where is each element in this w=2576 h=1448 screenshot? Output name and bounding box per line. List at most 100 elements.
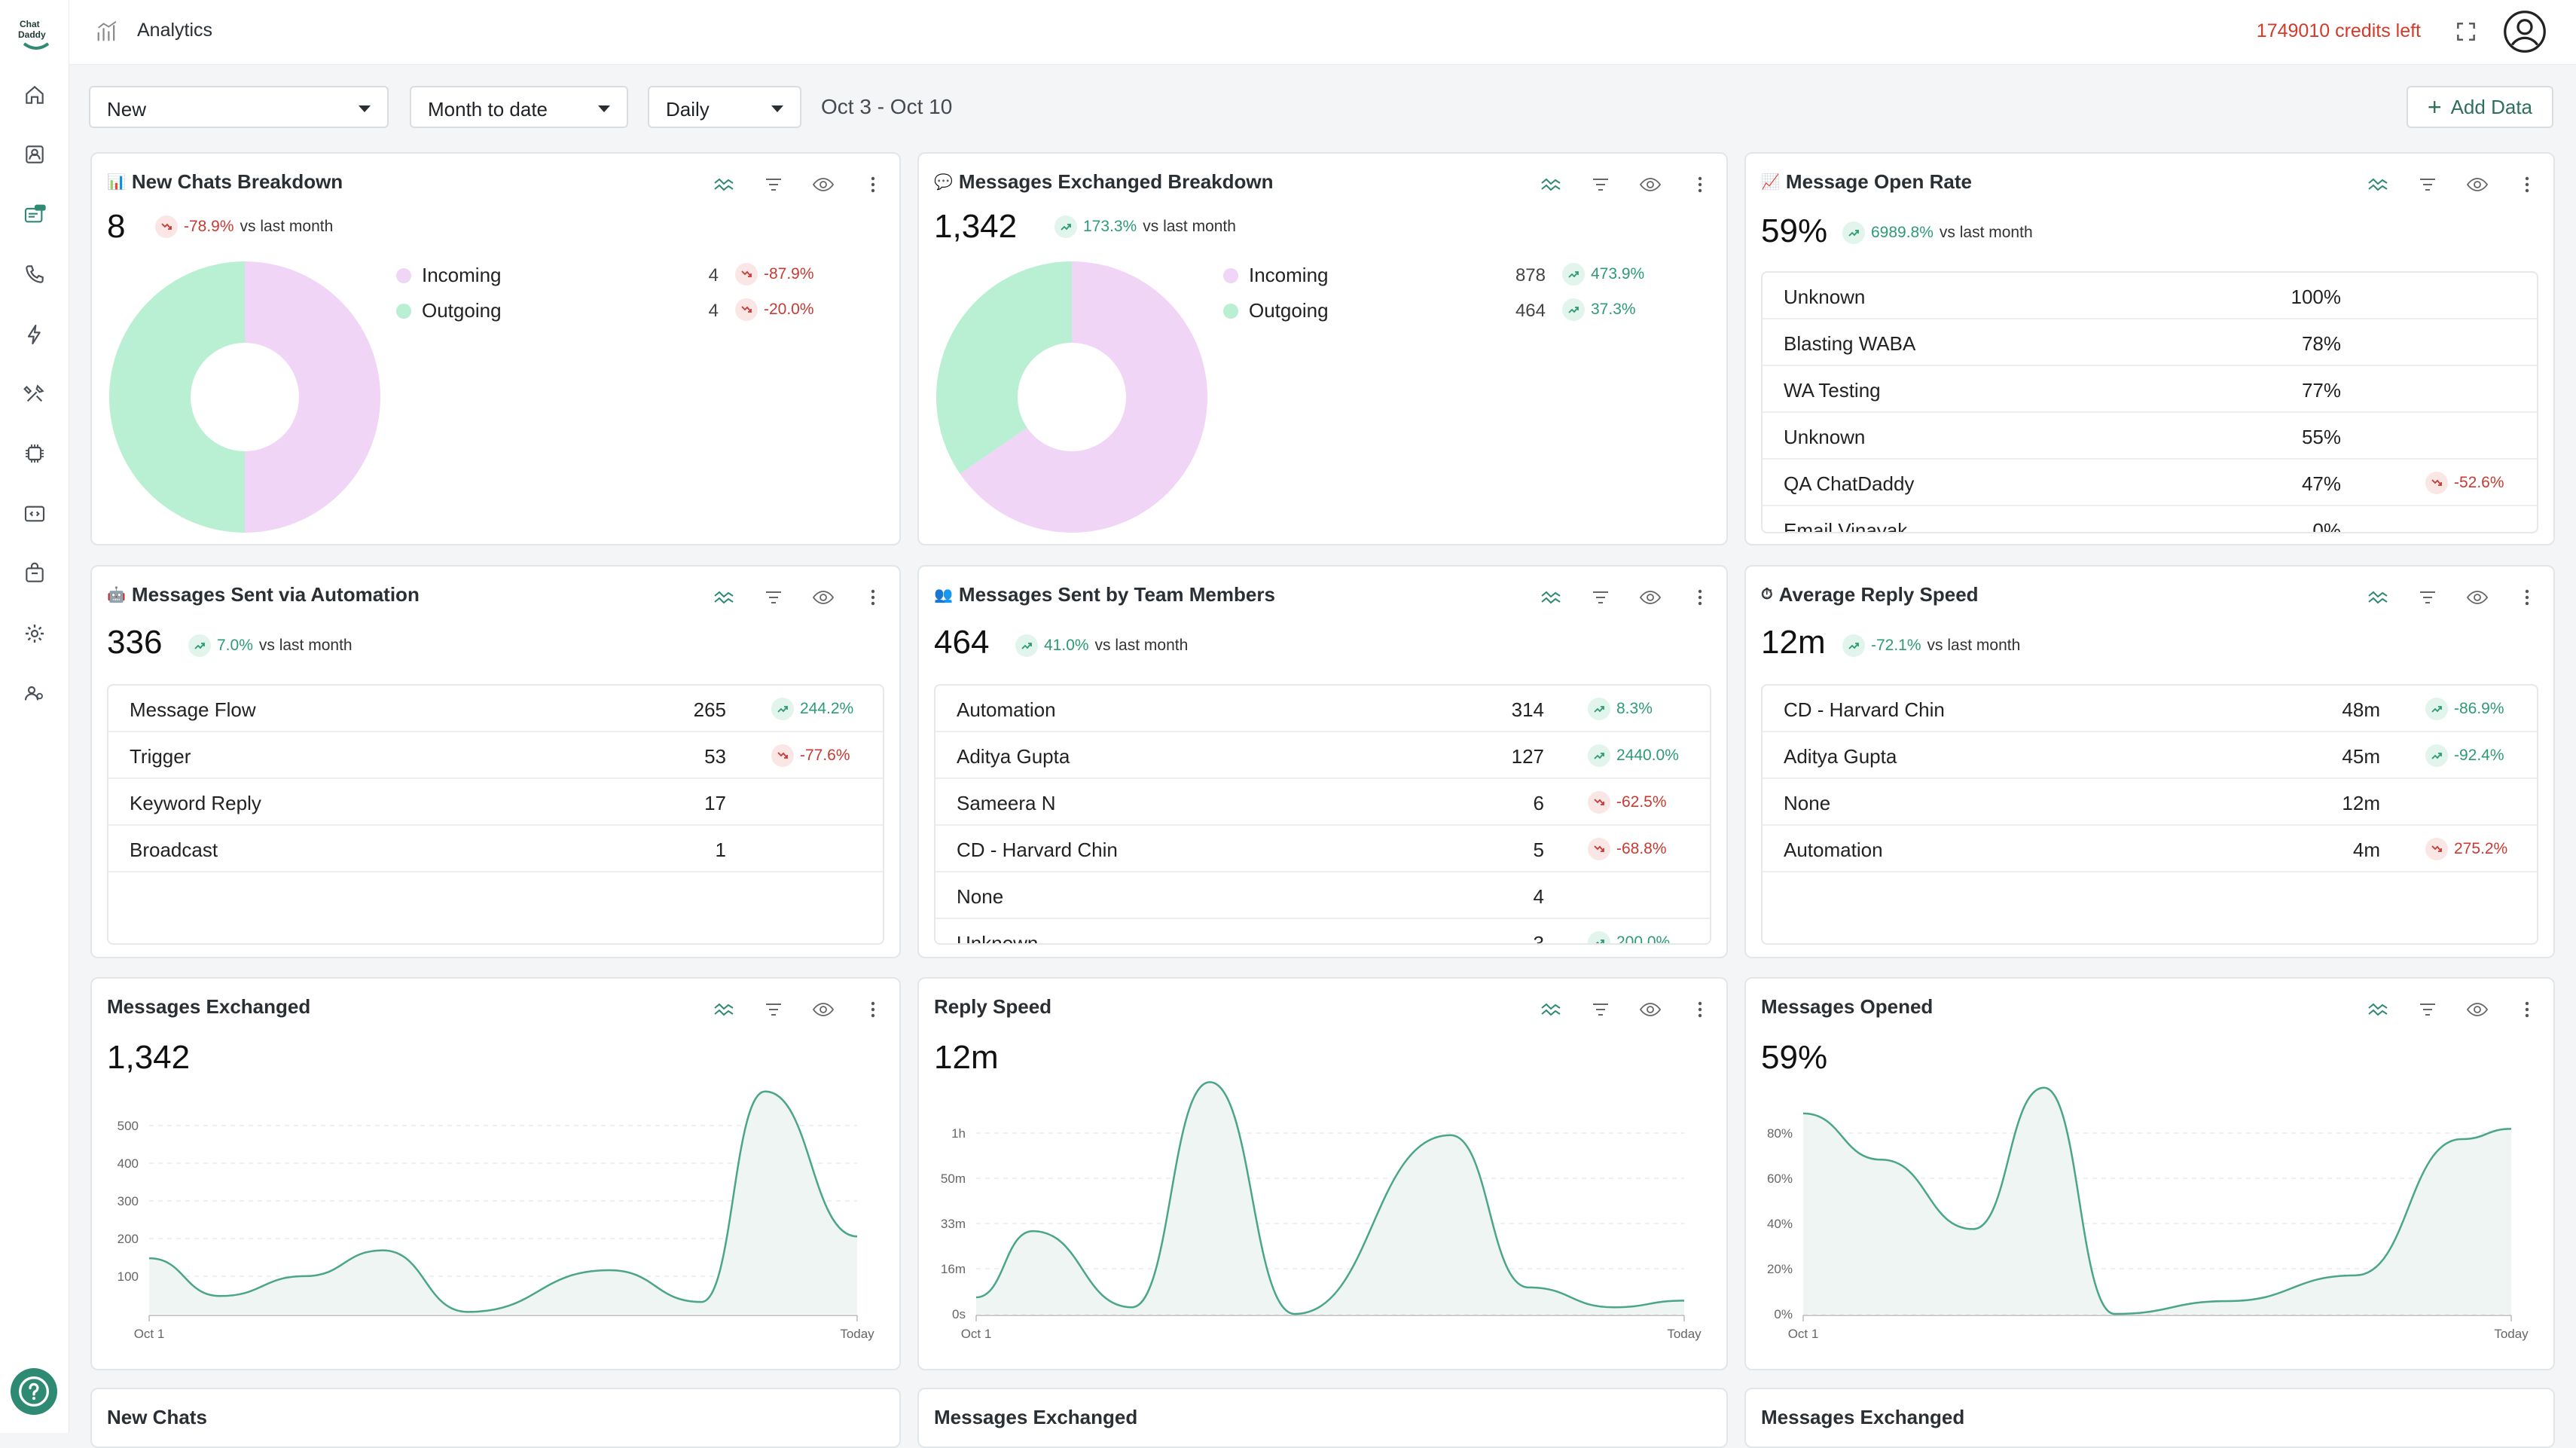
table-row[interactable]: Sameera N 6 -62.5% bbox=[935, 779, 1710, 826]
table-row[interactable]: CD - Harvard Chin 48m -86.9% bbox=[1763, 686, 2537, 732]
more-vertical-icon[interactable] bbox=[862, 998, 884, 1021]
more-vertical-icon[interactable] bbox=[1689, 998, 1711, 1021]
filter-icon[interactable] bbox=[2416, 173, 2439, 196]
filter-icon[interactable] bbox=[1589, 173, 1612, 196]
team-icon[interactable] bbox=[20, 678, 50, 708]
table-row[interactable]: Unknown 55% bbox=[1763, 413, 2537, 460]
inbox-icon[interactable] bbox=[20, 200, 50, 230]
eye-icon[interactable] bbox=[1639, 998, 1662, 1021]
trend-icon[interactable] bbox=[2367, 586, 2389, 609]
fullscreen-icon[interactable] bbox=[2454, 20, 2478, 47]
filter-icon[interactable] bbox=[2416, 998, 2439, 1021]
table-row[interactable]: Blasting WABA 78% bbox=[1763, 319, 2537, 366]
table-row[interactable]: Message Flow 265 244.2% bbox=[108, 686, 883, 732]
eye-icon[interactable] bbox=[2466, 173, 2489, 196]
period-select[interactable]: Month to date bbox=[410, 86, 628, 128]
filter-icon[interactable] bbox=[2416, 586, 2439, 609]
table-row[interactable]: Automation 4m 275.2% bbox=[1763, 826, 2537, 872]
filter-icon[interactable] bbox=[762, 586, 785, 609]
trend-icon[interactable] bbox=[713, 173, 735, 196]
tools-icon[interactable] bbox=[20, 379, 50, 409]
segment-select[interactable]: New bbox=[89, 86, 389, 128]
table-row[interactable]: Aditya Gupta 45m -92.4% bbox=[1763, 732, 2537, 779]
filter-icon[interactable] bbox=[1589, 998, 1612, 1021]
granularity-select[interactable]: Daily bbox=[648, 86, 801, 128]
table-row[interactable]: Automation 314 8.3% bbox=[935, 686, 1710, 732]
eye-icon[interactable] bbox=[812, 173, 835, 196]
row-value: 78% bbox=[2301, 332, 2341, 355]
trend-icon[interactable] bbox=[713, 586, 735, 609]
more-vertical-icon[interactable] bbox=[2516, 173, 2538, 196]
help-icon[interactable] bbox=[11, 1368, 57, 1415]
card-actions bbox=[1540, 998, 1711, 1021]
contacts-icon[interactable] bbox=[20, 139, 50, 170]
table-row[interactable]: CD - Harvard Chin 5 -68.8% bbox=[935, 826, 1710, 872]
user-avatar-icon[interactable] bbox=[2502, 9, 2547, 58]
table-row[interactable]: None 12m bbox=[1763, 779, 2537, 826]
series-line[interactable] bbox=[148, 1090, 858, 1313]
donut-slice-incoming[interactable] bbox=[245, 261, 380, 533]
more-vertical-icon[interactable] bbox=[1689, 173, 1711, 196]
more-vertical-icon[interactable] bbox=[2516, 998, 2538, 1021]
eye-icon[interactable] bbox=[1639, 173, 1662, 196]
table-row[interactable]: Unknown 3 200.0% bbox=[935, 919, 1710, 943]
delta-suffix: vs last month bbox=[1927, 637, 2021, 654]
more-vertical-icon[interactable] bbox=[2516, 586, 2538, 609]
metric-value: 336 bbox=[107, 624, 163, 661]
filter-icon[interactable] bbox=[1589, 586, 1612, 609]
row-value: 47% bbox=[2301, 472, 2341, 495]
donut-slice-incoming[interactable] bbox=[960, 261, 1207, 533]
gear-icon[interactable] bbox=[20, 619, 50, 649]
table-row[interactable]: WA Testing 77% bbox=[1763, 366, 2537, 413]
bag-icon[interactable] bbox=[20, 558, 50, 588]
card-title-text: Message Open Rate bbox=[1785, 170, 1972, 193]
table-row[interactable]: None 4 bbox=[935, 872, 1710, 919]
more-vertical-icon[interactable] bbox=[1689, 586, 1711, 609]
table-row[interactable]: Broadcast 1 bbox=[108, 826, 883, 872]
home-icon[interactable] bbox=[20, 80, 50, 110]
table-row[interactable]: Unknown 100% bbox=[1763, 273, 2537, 319]
bolt-icon[interactable] bbox=[20, 319, 50, 350]
trend-down-icon bbox=[735, 263, 758, 286]
filter-bar: New Month to date Daily Oct 3 - Oct 10 +… bbox=[69, 65, 2576, 148]
eye-icon[interactable] bbox=[2466, 586, 2489, 609]
area-chart: 0% 20% 40% 60% 80% Oct 1 Today bbox=[1767, 1086, 2529, 1341]
chip-icon[interactable] bbox=[20, 438, 50, 469]
trend-icon[interactable] bbox=[2367, 173, 2389, 196]
donut-slice-outgoing[interactable] bbox=[109, 261, 245, 533]
series-line[interactable] bbox=[1802, 1086, 2512, 1315]
filter-icon[interactable] bbox=[762, 998, 785, 1021]
table-row[interactable]: Email Vinayak 0% bbox=[1763, 506, 2537, 532]
eye-icon[interactable] bbox=[812, 586, 835, 609]
row-change-value: -62.5% bbox=[1616, 793, 1667, 811]
eye-icon[interactable] bbox=[812, 998, 835, 1021]
eye-icon[interactable] bbox=[2466, 998, 2489, 1021]
more-vertical-icon[interactable] bbox=[862, 586, 884, 609]
row-change-value: -92.4% bbox=[2454, 747, 2504, 764]
table-row[interactable]: QA ChatDaddy 47% -52.6% bbox=[1763, 460, 2537, 506]
trend-icon[interactable] bbox=[1540, 998, 1562, 1021]
table-row[interactable]: Aditya Gupta 127 2440.0% bbox=[935, 732, 1710, 779]
table-row[interactable]: Trigger 53 -77.6% bbox=[108, 732, 883, 779]
card-team-members: 👥 Messages Sent by Team Members 464 41.0% vs… bbox=[917, 565, 1728, 958]
legend-change: -20.0% bbox=[735, 298, 814, 321]
more-vertical-icon[interactable] bbox=[862, 173, 884, 196]
card-title: 👥 Messages Sent by Team Members bbox=[934, 583, 1275, 606]
chatdaddy-logo[interactable]: Chat Daddy bbox=[17, 14, 56, 53]
trend-icon[interactable] bbox=[1540, 586, 1562, 609]
phone-icon[interactable] bbox=[20, 259, 50, 289]
series-line[interactable] bbox=[975, 1081, 1685, 1315]
eye-icon[interactable] bbox=[1639, 586, 1662, 609]
add-data-button[interactable]: + Add Data bbox=[2406, 86, 2553, 128]
trend-icon[interactable] bbox=[713, 998, 735, 1021]
top-bar: Analytics 1749010 credits left bbox=[69, 0, 2576, 65]
donut-slice-outgoing[interactable] bbox=[936, 261, 1072, 474]
table-row[interactable]: Keyword Reply 17 bbox=[108, 779, 883, 826]
trend-icon[interactable] bbox=[2367, 998, 2389, 1021]
code-icon[interactable] bbox=[20, 499, 50, 529]
trend-icon[interactable] bbox=[1540, 173, 1562, 196]
filter-icon[interactable] bbox=[762, 173, 785, 196]
delta-indicator: -72.1% vs last month bbox=[1842, 634, 2020, 657]
row-value: 77% bbox=[2301, 379, 2341, 402]
legend-change-value: 37.3% bbox=[1591, 301, 1636, 318]
